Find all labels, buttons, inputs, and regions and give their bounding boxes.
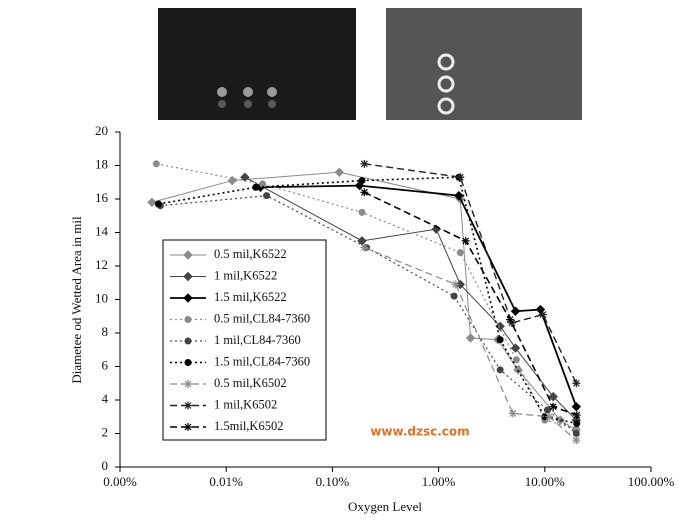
y-tick-label: 2 — [102, 424, 109, 439]
x-tick-label: 10.00% — [525, 474, 565, 489]
marker — [573, 419, 581, 427]
marker — [184, 337, 192, 345]
marker — [358, 208, 366, 216]
marker — [456, 249, 464, 257]
marker — [512, 356, 520, 364]
y-tick-label: 4 — [102, 391, 109, 406]
marker — [154, 200, 162, 208]
marker — [572, 379, 581, 388]
y-tick-label: 6 — [102, 357, 109, 372]
series-line — [364, 247, 577, 441]
legend-label: 1 mil,K6502 — [214, 397, 277, 411]
legend-label: 1.5 mil,CL84-7360 — [214, 354, 310, 368]
y-tick-label: 0 — [102, 458, 109, 473]
photo-right-spots — [437, 53, 455, 115]
marker — [360, 188, 369, 197]
legend-label: 1 mil,K6522 — [214, 268, 277, 282]
y-tick-label: 10 — [95, 290, 108, 305]
marker — [505, 315, 514, 324]
marker — [571, 401, 582, 412]
marker — [183, 293, 193, 303]
marker — [572, 411, 581, 420]
marker — [496, 336, 504, 344]
x-tick-label: 0.00% — [103, 474, 137, 489]
y-tick-label: 18 — [95, 156, 108, 171]
marker — [496, 366, 504, 374]
marker — [360, 243, 369, 252]
legend-label: 0.5 mil,CL84-7360 — [214, 311, 310, 325]
marker — [510, 306, 521, 316]
marker — [152, 160, 160, 168]
marker — [549, 402, 558, 411]
marker — [513, 365, 523, 375]
y-tick-label: 14 — [95, 223, 109, 238]
watermark: www.dzsc.com — [370, 425, 469, 439]
marker — [545, 412, 554, 421]
marker — [360, 159, 369, 168]
marker — [252, 183, 260, 191]
marker — [358, 177, 366, 185]
x-tick-label: 1.00% — [422, 474, 456, 489]
marker — [263, 192, 271, 200]
marker — [495, 321, 505, 332]
marker — [227, 175, 237, 186]
series-line — [244, 176, 577, 421]
marker — [538, 310, 547, 319]
legend-label: 1 mil,CL84-7360 — [214, 333, 301, 347]
marker — [461, 236, 470, 245]
marker — [184, 423, 192, 431]
marker — [184, 401, 192, 410]
y-tick-label: 20 — [95, 123, 108, 138]
legend-label: 1.5 mil,K6522 — [214, 290, 287, 304]
marker — [548, 391, 558, 402]
photo-right — [386, 8, 582, 120]
x-tick-label: 100.00% — [628, 474, 675, 489]
marker — [572, 430, 580, 437]
marker — [508, 409, 517, 418]
photo-left — [158, 8, 356, 120]
marker — [572, 436, 581, 445]
legend-label: 0.5 mil,K6502 — [214, 376, 287, 390]
marker — [147, 197, 157, 208]
y-tick-label: 8 — [102, 324, 109, 339]
legend-label: 1.5mil,K6502 — [214, 419, 283, 433]
legend-label: 0.5 mil,K6522 — [214, 247, 287, 261]
y-axis-label: Diametee od Wetted Area in mil — [69, 216, 84, 384]
marker — [184, 359, 192, 366]
marker — [456, 173, 465, 182]
y-tick-label: 12 — [95, 257, 108, 272]
marker — [259, 180, 267, 188]
legend: 0.5 mil,K6522 1 mil,K6522 1.5 mil,K6522 0.5… — [170, 247, 310, 433]
marker — [183, 271, 193, 282]
photo-left-spots — [217, 87, 277, 108]
x-tick-label: 0.10% — [316, 474, 350, 489]
marker — [451, 280, 460, 289]
series-line — [364, 163, 577, 384]
marker — [465, 333, 476, 343]
y-tick-label: 16 — [95, 190, 109, 205]
marker — [183, 250, 193, 260]
x-axis-label: Oxygen Level — [348, 499, 422, 514]
x-tick-label: 0.01% — [209, 474, 243, 489]
marker — [543, 406, 551, 414]
marker — [184, 380, 192, 388]
marker — [240, 172, 250, 182]
marker — [454, 190, 464, 201]
marker — [510, 343, 521, 353]
marker — [184, 316, 192, 323]
marker — [507, 318, 516, 327]
marker — [334, 167, 344, 177]
marker — [450, 292, 458, 300]
